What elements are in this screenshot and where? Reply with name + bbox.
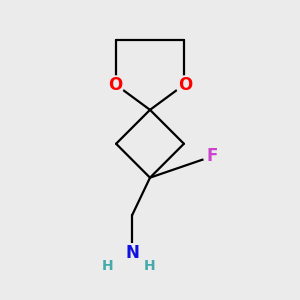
Circle shape [123, 244, 141, 262]
Text: H: H [101, 259, 113, 273]
Circle shape [203, 147, 221, 165]
Text: H: H [144, 259, 156, 273]
Text: O: O [108, 76, 122, 94]
Text: F: F [207, 147, 218, 165]
Text: O: O [178, 76, 192, 94]
Circle shape [141, 257, 159, 275]
Circle shape [98, 257, 116, 275]
Circle shape [106, 76, 124, 94]
Circle shape [176, 76, 194, 94]
Text: N: N [125, 244, 139, 262]
